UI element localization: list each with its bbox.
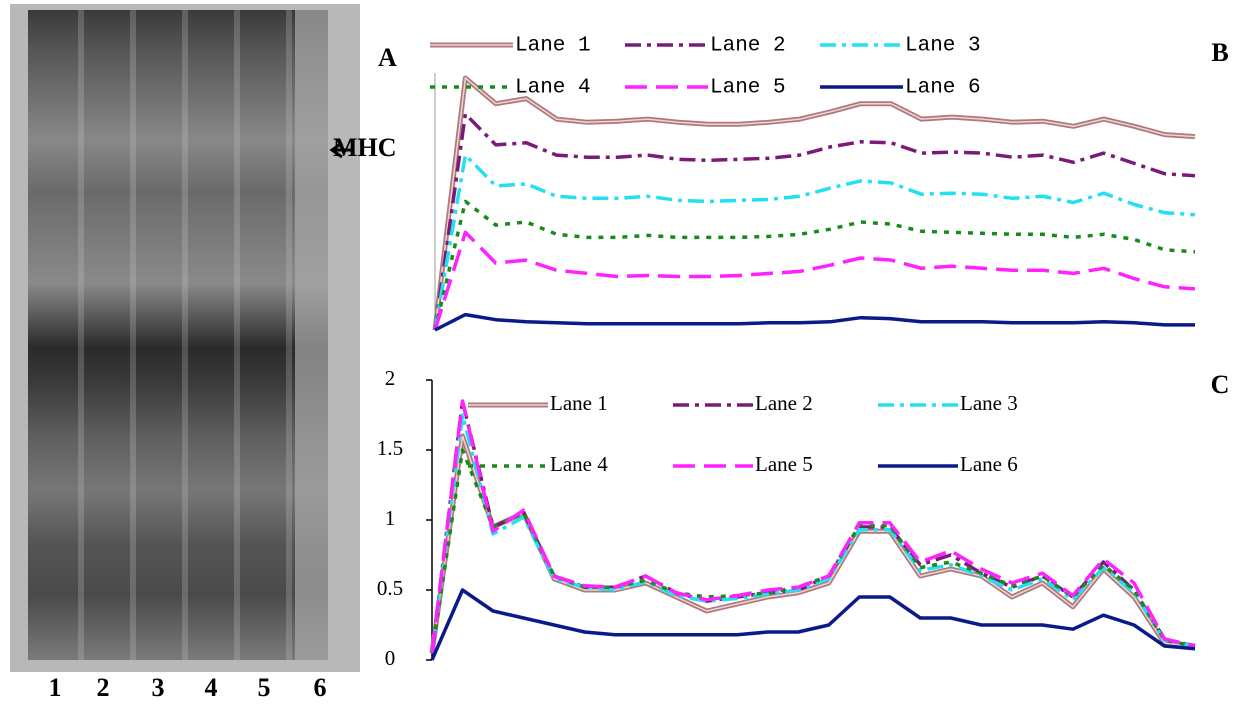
series-line (430, 399, 1196, 654)
mhc-arrow (329, 141, 352, 159)
series-line (430, 399, 1196, 654)
series-line (433, 112, 1196, 331)
y-tick-label: 1 (385, 506, 396, 530)
legend-label: Lane 5 (755, 452, 813, 476)
legend-label: Lane 6 (960, 452, 1018, 476)
gel-lane-6-faint (295, 10, 328, 660)
panel-label: A (378, 43, 397, 72)
gel-lanes (28, 10, 328, 660)
series-line (433, 153, 1196, 331)
panel-label: B (1211, 38, 1228, 67)
series-line-core (431, 435, 1196, 654)
lane-label: 2 (97, 673, 110, 702)
series-line (433, 199, 1196, 331)
legend-label: Lane 6 (905, 77, 981, 100)
legend-label: Lane 4 (515, 77, 591, 100)
gel: MHC A (10, 4, 397, 672)
series-line (434, 312, 1195, 332)
lane-label: 5 (258, 673, 271, 702)
legend-label: Lane 2 (755, 391, 813, 415)
legend-label: Lane 1 (515, 35, 591, 58)
series-line-core (434, 76, 1196, 331)
legend-label: Lane 3 (905, 35, 981, 58)
lane-label: 1 (49, 673, 62, 702)
series-line (430, 588, 1196, 661)
legend-label: Lane 5 (710, 77, 786, 100)
legend-label: Lane 4 (550, 452, 608, 476)
y-tick-label: 2 (385, 366, 396, 390)
legend-label: Lane 1 (550, 391, 608, 415)
series-line (433, 230, 1196, 331)
y-tick-label: 0.5 (377, 576, 403, 600)
lane-gaps (78, 10, 292, 660)
series-line (430, 413, 1196, 654)
y-tick-label: 0 (385, 646, 396, 670)
lane-label: 6 (314, 673, 327, 702)
series-line (429, 433, 1196, 654)
legend-label: Lane 3 (960, 391, 1018, 415)
band-label: MHC (333, 133, 397, 162)
y-tick-label: 1.5 (377, 436, 403, 460)
lane-label: 4 (205, 673, 218, 702)
panel-label: C (1211, 370, 1230, 399)
legend-label: Lane 2 (710, 35, 786, 58)
lane-label: 3 (152, 673, 165, 702)
